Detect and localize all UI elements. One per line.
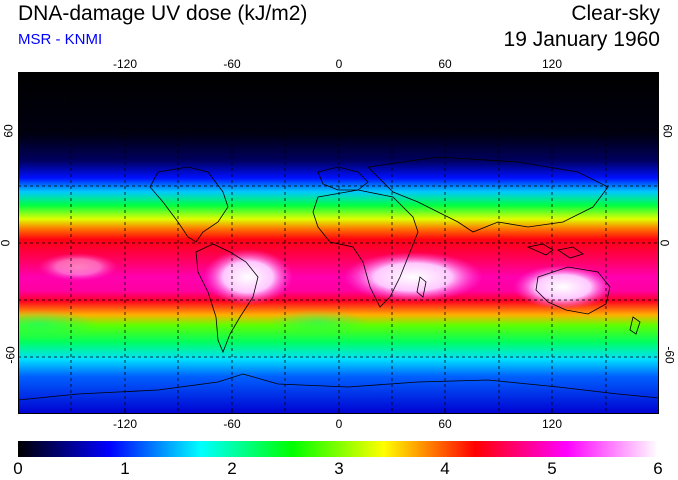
lat-tick-right: 60 — [660, 124, 675, 138]
date-label: 19 January 1960 — [503, 28, 660, 51]
lon-tick-bottom: -120 — [112, 417, 138, 431]
lat-tick-left: -60 — [3, 346, 18, 364]
colorbar — [18, 441, 658, 457]
lon-tick-top: 120 — [541, 57, 563, 71]
colorbar-label: 2 — [227, 459, 237, 478]
colorbar-label: 4 — [440, 459, 450, 478]
lat-tick-right: 0 — [657, 239, 672, 247]
uv-dose-world-map — [18, 72, 659, 414]
colorbar-label: 3 — [334, 459, 344, 478]
colorbar-label: 1 — [120, 459, 130, 478]
source-label: MSR - KNMI — [18, 31, 103, 48]
lat-tick-left: 60 — [1, 124, 16, 138]
lon-tick-bottom: 0 — [335, 417, 343, 431]
lon-tick-bottom: 120 — [541, 417, 563, 431]
lat-tick-right: -60 — [662, 346, 677, 364]
lon-tick-bottom: -60 — [223, 417, 241, 431]
map-title: DNA-damage UV dose (kJ/m2) — [18, 2, 308, 25]
lon-tick-top: 0 — [335, 57, 343, 71]
lon-tick-bottom: 60 — [438, 417, 452, 431]
lon-tick-top: -60 — [223, 57, 241, 71]
lon-tick-top: -120 — [112, 57, 138, 71]
colorbar-label: 6 — [653, 459, 663, 478]
lon-tick-top: 60 — [438, 57, 452, 71]
sky-condition-label: Clear-sky — [571, 2, 660, 25]
lat-tick-left: 0 — [0, 240, 12, 247]
colorbar-label: 5 — [547, 459, 557, 478]
colorbar-label: 0 — [13, 459, 23, 478]
colorbar-gradient — [18, 441, 658, 457]
